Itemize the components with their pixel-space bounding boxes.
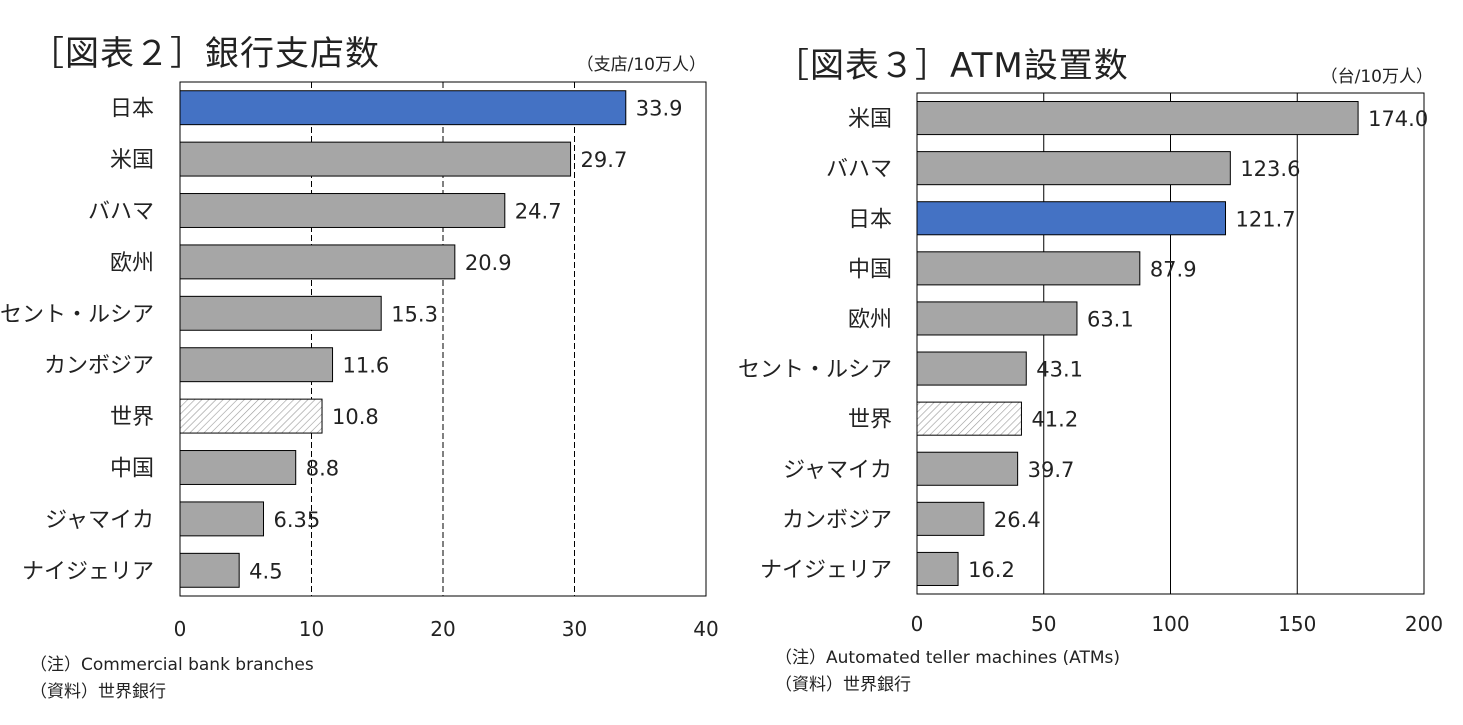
category-label: 世界 <box>110 405 154 430</box>
data-label: 121.7 <box>1236 207 1296 231</box>
unit-label: （台/10万人） <box>1320 67 1433 87</box>
category-label: バハマ <box>826 157 892 182</box>
bar <box>916 301 1078 336</box>
bar-chart-branches: 日本 33.9 米国 29.7 バハマ 24.7 欧州 20.9 セント・ルシア 15.3 カンボジ… <box>0 81 719 641</box>
data-label: 4.5 <box>249 559 282 583</box>
category-label: 欧州 <box>110 251 154 276</box>
data-label: 26.4 <box>994 508 1041 532</box>
bar <box>916 351 1027 386</box>
data-label: 39.7 <box>1028 458 1075 482</box>
plot-area <box>179 81 707 597</box>
bar <box>916 251 1141 286</box>
category-label: ナイジェリア <box>22 559 154 584</box>
bar <box>179 244 456 280</box>
data-label: 87.9 <box>1150 257 1197 281</box>
chart-title: ［図表３］ATM設置数 <box>775 46 1129 86</box>
footnote: （注）Automated teller machines (ATMs) <box>775 648 1120 668</box>
category-label: 日本 <box>848 207 892 232</box>
x-tick-label: 50 <box>1031 612 1056 636</box>
bar <box>916 201 1227 236</box>
bar <box>179 501 265 537</box>
data-label: 63.1 <box>1087 307 1134 331</box>
bar-chart-atms: 米国 174.0 バハマ 123.6 日本 121.7 中国 87.9 欧州 63.1 セント・ルシ… <box>738 92 1443 636</box>
bar <box>179 295 382 331</box>
category-label: セント・ルシア <box>0 302 154 327</box>
bar <box>916 451 1019 486</box>
category-label: 米国 <box>110 148 154 173</box>
data-label: 29.7 <box>581 148 628 172</box>
plot-area <box>916 92 1425 595</box>
unit-label: （支店/10万人） <box>576 55 706 75</box>
category-label: 日本 <box>110 97 154 122</box>
x-tick-label: 150 <box>1278 612 1316 636</box>
category-label: ナイジェリア <box>760 558 892 583</box>
x-tick-label: 20 <box>430 617 455 641</box>
data-label: 20.9 <box>465 251 512 275</box>
data-label: 6.35 <box>274 508 321 532</box>
category-label: 欧州 <box>848 307 892 332</box>
bar <box>916 101 1359 136</box>
data-label: 11.6 <box>343 354 390 378</box>
category-label: ジャマイカ <box>783 458 892 483</box>
category-label: バハマ <box>88 200 154 225</box>
category-label: 中国 <box>848 257 892 282</box>
bar <box>179 398 323 434</box>
x-tick-label: 100 <box>1151 612 1189 636</box>
source-note: （資料）世界銀行 <box>30 682 166 702</box>
chart-panel-atms: ［図表３］ATM設置数 （台/10万人） 米国 174.0 バハマ 123.6 日本 12… <box>735 0 1463 725</box>
bar <box>179 450 297 485</box>
chart-panel-branches: ［図表２］銀行支店数 （支店/10万人） 日本 33.9 米国 29.7 バハマ 24.7… <box>0 0 730 725</box>
bar <box>916 501 985 536</box>
source-note: （資料）世界銀行 <box>775 675 911 695</box>
data-label: 16.2 <box>968 558 1015 582</box>
bar <box>916 151 1231 186</box>
data-label: 10.8 <box>332 405 379 429</box>
category-label: カンボジア <box>782 508 892 533</box>
data-label: 8.8 <box>306 457 339 481</box>
footnote: （注）Commercial bank branches <box>30 655 314 675</box>
data-label: 33.9 <box>636 97 683 121</box>
category-label: 世界 <box>848 408 892 433</box>
bar <box>179 90 627 126</box>
x-tick-label: 0 <box>911 612 924 636</box>
bar <box>179 193 506 228</box>
bar <box>179 141 572 177</box>
data-label: 24.7 <box>515 200 562 224</box>
x-tick-label: 200 <box>1405 612 1443 636</box>
data-label: 123.6 <box>1240 157 1300 181</box>
data-label: 43.1 <box>1036 358 1083 382</box>
bar <box>916 401 1022 436</box>
bar <box>179 552 240 588</box>
data-label: 174.0 <box>1368 107 1428 131</box>
x-tick-label: 40 <box>693 617 718 641</box>
data-label: 15.3 <box>391 302 438 326</box>
category-label: カンボジア <box>44 354 154 379</box>
x-tick-label: 10 <box>299 617 324 641</box>
bar <box>916 551 959 586</box>
x-tick-label: 0 <box>174 617 187 641</box>
chart-title: ［図表２］銀行支店数 <box>30 34 380 74</box>
category-label: ジャマイカ <box>45 508 154 533</box>
bar <box>179 347 334 383</box>
category-label: セント・ルシア <box>738 358 892 383</box>
x-tick-label: 30 <box>562 617 587 641</box>
data-label: 41.2 <box>1031 408 1078 432</box>
category-label: 米国 <box>848 107 892 132</box>
category-label: 中国 <box>110 457 154 482</box>
